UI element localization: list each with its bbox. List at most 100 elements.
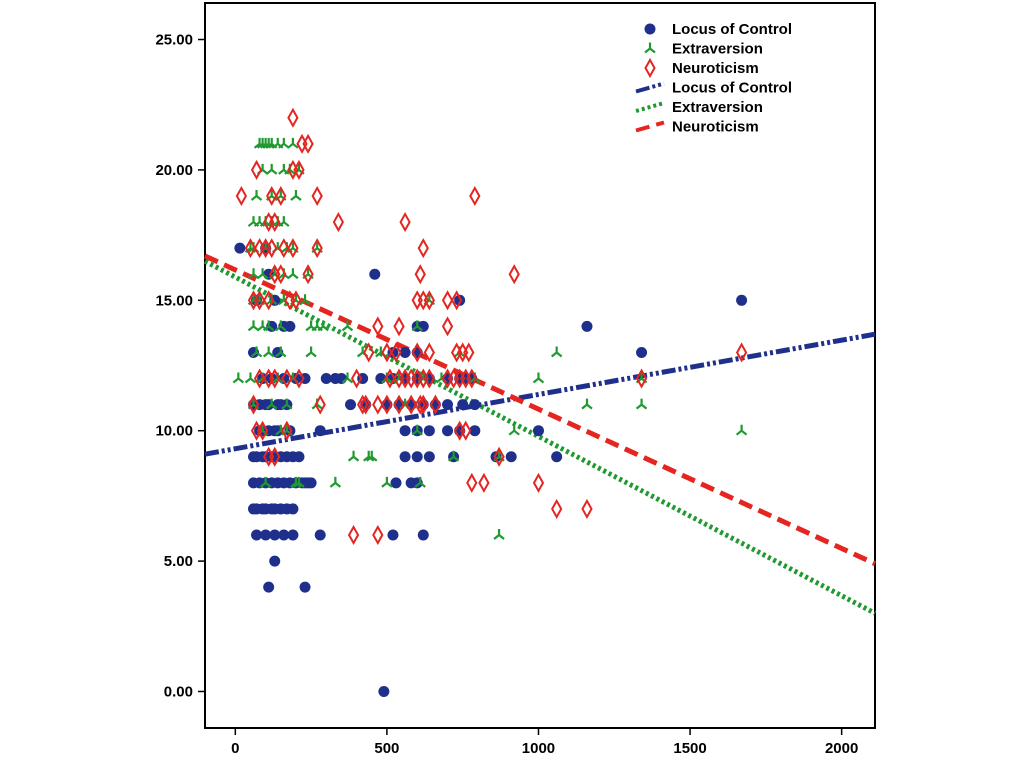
fit-line-locus-of-control (204, 331, 876, 457)
y-tick-label: 10.00 (155, 423, 193, 440)
point-neuroticism (311, 185, 323, 207)
point-extraversion (256, 268, 269, 280)
point-locus-of-control (551, 451, 563, 463)
legend: Locus of Control Extraversion Neuroticism L… (635, 21, 792, 136)
point-neuroticism (393, 316, 405, 337)
point-neuroticism (441, 290, 454, 311)
point-neuroticism (393, 394, 405, 415)
x-tick-label: 0 (231, 740, 239, 757)
legend-label-neuroticism: Neuroticism (672, 60, 759, 77)
point-neuroticism (384, 368, 396, 389)
legend-line-locus-of-control (635, 81, 665, 94)
point-neuroticism (311, 238, 323, 259)
point-locus-of-control (378, 685, 390, 697)
point-neuroticism (635, 368, 648, 389)
point-neuroticism (256, 420, 269, 441)
point-locus-of-control (314, 425, 326, 437)
point-extraversion (532, 372, 545, 384)
point-extraversion (259, 476, 272, 488)
point-extraversion (293, 476, 305, 488)
point-neuroticism (296, 133, 308, 154)
x-tick-label: 1000 (522, 740, 555, 757)
point-neuroticism (460, 420, 472, 441)
point-extraversion (381, 476, 393, 488)
point-neuroticism (466, 368, 478, 389)
point-neuroticism (411, 342, 423, 363)
point-neuroticism (372, 316, 384, 337)
point-locus-of-control (287, 529, 299, 541)
point-locus-of-control (532, 425, 544, 437)
point-locus-of-control (457, 399, 469, 411)
point-locus-of-control (284, 320, 296, 332)
y-axis: 0.00 5.00 10.00 15.00 20.00 25.00 (155, 32, 205, 700)
point-neuroticism (269, 212, 281, 233)
point-locus-of-control (469, 399, 481, 411)
point-locus-of-control (335, 373, 347, 385)
point-locus-of-control (234, 242, 246, 254)
point-locus-of-control (399, 451, 411, 463)
point-extraversion (550, 346, 563, 358)
y-tick-label: 15.00 (155, 292, 193, 309)
point-extraversion (581, 398, 593, 410)
point-extraversion (411, 320, 423, 332)
point-locus-of-control (369, 268, 381, 280)
x-tick-label: 500 (374, 740, 399, 757)
point-neuroticism (423, 368, 435, 389)
point-neuroticism (356, 394, 369, 415)
point-neuroticism (735, 342, 748, 363)
point-extraversion (287, 137, 299, 149)
y-tick-label: 20.00 (155, 162, 193, 179)
point-extraversion (262, 346, 275, 358)
point-locus-of-control (263, 581, 275, 593)
point-locus-of-control (442, 399, 454, 411)
y-tick-label: 0.00 (164, 683, 193, 700)
point-neuroticism (508, 264, 520, 285)
point-locus-of-control (390, 477, 402, 489)
point-extraversion (508, 424, 520, 436)
legend-line-extraversion (635, 101, 665, 113)
point-neuroticism (405, 394, 417, 415)
plot-frame (204, 2, 876, 729)
y-tick-label: 25.00 (155, 32, 193, 49)
point-locus-of-control (736, 294, 748, 306)
point-neuroticism (423, 342, 435, 363)
point-neuroticism (390, 342, 402, 363)
point-neuroticism (275, 264, 287, 285)
point-neuroticism (281, 420, 293, 441)
x-tick-label: 2000 (825, 740, 858, 757)
point-neuroticism (247, 394, 260, 415)
point-neuroticism (350, 368, 363, 389)
point-locus-of-control (505, 451, 517, 463)
point-extraversion (447, 450, 460, 462)
fit-lines (203, 253, 877, 616)
point-extraversion (411, 424, 423, 436)
point-neuroticism (450, 290, 463, 311)
point-neuroticism (363, 342, 375, 363)
point-extraversion (317, 320, 329, 332)
point-extraversion (493, 529, 505, 540)
fit-line-extraversion (203, 258, 877, 616)
point-locus-of-control (260, 529, 272, 541)
point-neuroticism (287, 107, 299, 128)
point-extraversion (262, 320, 275, 332)
point-extraversion (414, 476, 426, 488)
point-neuroticism (414, 394, 426, 415)
point-extraversion (329, 476, 342, 488)
point-neuroticism (253, 290, 266, 311)
point-locus-of-control (423, 425, 435, 437)
point-extraversion (244, 372, 257, 384)
point-neuroticism (278, 238, 290, 259)
point-neuroticism (411, 290, 423, 311)
point-locus-of-control (411, 451, 423, 463)
point-extraversion (299, 294, 311, 306)
point-locus-of-control (293, 451, 305, 463)
point-locus-of-control (320, 373, 332, 385)
point-locus-of-control (299, 581, 311, 593)
point-extraversion (347, 450, 360, 462)
point-extraversion (275, 320, 287, 332)
point-extraversion (305, 346, 317, 358)
point-neuroticism (381, 394, 393, 415)
point-neuroticism (266, 238, 278, 259)
point-locus-of-control (454, 294, 466, 306)
point-neuroticism (429, 394, 442, 415)
